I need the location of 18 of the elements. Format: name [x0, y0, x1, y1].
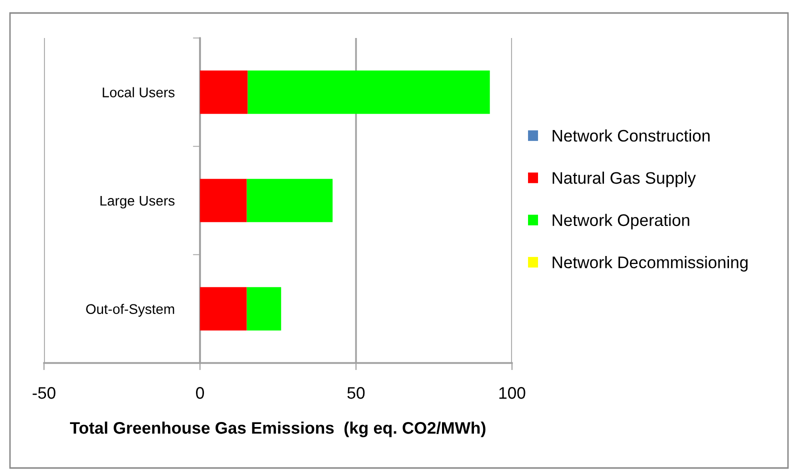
bar	[200, 178, 247, 222]
x-tick-label: -50	[32, 387, 56, 399]
y-tick-label: Large Users	[100, 196, 175, 208]
bar	[248, 70, 490, 114]
legend-label: Network Construction	[552, 129, 710, 142]
y-tick-label: Local Users	[102, 87, 174, 98]
x-tick-label: 100	[499, 387, 526, 399]
bar	[200, 70, 248, 114]
x-axis-title: Total Greenhouse Gas Emissions (kg eq. CO2/MWh)	[70, 422, 486, 438]
bar	[246, 178, 333, 222]
legend-label: Network Decommissioning	[552, 256, 748, 272]
legend-label: Network Operation	[552, 214, 690, 230]
x-tick-label: 50	[347, 387, 365, 399]
x-tick-label: 0	[196, 387, 204, 399]
y-tick-label: Out-of-System	[86, 304, 174, 317]
bar	[200, 287, 247, 330]
bar	[246, 287, 282, 330]
legend-label: Natural Gas Supply	[552, 172, 696, 188]
